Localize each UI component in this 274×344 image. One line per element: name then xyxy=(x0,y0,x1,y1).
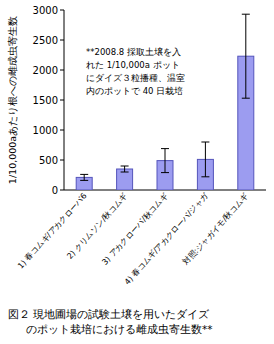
annotation-box xyxy=(82,42,214,104)
error-bar xyxy=(121,166,129,172)
y-tick xyxy=(60,130,64,131)
error-bar xyxy=(242,14,250,98)
y-tick-label: 0 xyxy=(52,185,58,196)
y-tick-label: 1000 xyxy=(33,125,58,136)
annotation: **2008.8 採取土壌を入 xyxy=(86,47,181,57)
y-tick-label: 2000 xyxy=(33,65,58,76)
y-tick xyxy=(60,160,64,161)
y-tick xyxy=(60,40,64,41)
error-bar xyxy=(161,149,169,173)
x-tick-label: 4) 春コムギ/アカクローバ/ジャガ xyxy=(123,191,211,287)
y-tick xyxy=(60,70,64,71)
y-axis-label: 1/10,000aあたり根への雌成虫寄生数 xyxy=(7,16,18,184)
annotation: れた 1/10,000a ポット xyxy=(86,60,180,70)
bars xyxy=(76,14,254,190)
chart: 0 500 1000 1500 2000 2500 3000 1/10,000aあたり根への雌… xyxy=(0,0,274,344)
y-tick-label: 500 xyxy=(39,155,58,166)
annotation: 内のポットで 40 日栽培 xyxy=(86,86,183,96)
annotation: にダイズ３粒播種、温室 xyxy=(86,73,185,83)
x-tick-label: 3) アカクローバ/秋コムギ xyxy=(100,191,169,266)
x-tick-label: 1) 春コムギ/アカクローバ6 xyxy=(16,191,89,270)
title: のポット栽培における雌成虫寄生数** xyxy=(26,323,213,336)
y-tick-label: 3000 xyxy=(33,5,58,16)
error-bar xyxy=(80,174,88,180)
y-tick-label: 2500 xyxy=(33,35,58,46)
y-tick xyxy=(60,190,64,191)
y-tick xyxy=(60,100,64,101)
x-tick-label: 対照:ジャガイモ/秋コムギ xyxy=(181,191,250,266)
y-axis xyxy=(64,10,65,190)
title: 図２ 現地圃場の試験土壌を用いたダイズ xyxy=(8,308,210,320)
y-tick-label: 1500 xyxy=(33,95,58,106)
y-tick xyxy=(60,10,64,11)
error-bar xyxy=(201,142,209,177)
